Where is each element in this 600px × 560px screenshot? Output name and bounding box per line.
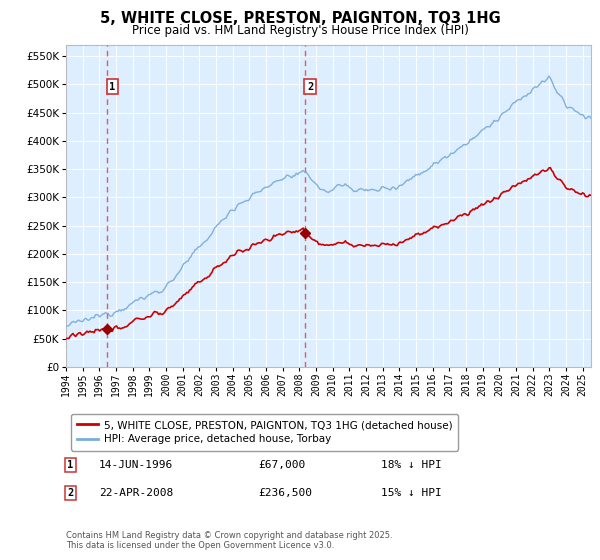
Text: 14-JUN-1996: 14-JUN-1996 [99,460,173,470]
Text: 15% ↓ HPI: 15% ↓ HPI [381,488,442,498]
Text: 2: 2 [67,488,73,498]
Text: 2: 2 [307,82,313,92]
Legend: 5, WHITE CLOSE, PRESTON, PAIGNTON, TQ3 1HG (detached house), HPI: Average price,: 5, WHITE CLOSE, PRESTON, PAIGNTON, TQ3 1… [71,414,458,451]
Text: 1: 1 [67,460,73,470]
Text: £236,500: £236,500 [258,488,312,498]
Text: 22-APR-2008: 22-APR-2008 [99,488,173,498]
Text: 5, WHITE CLOSE, PRESTON, PAIGNTON, TQ3 1HG: 5, WHITE CLOSE, PRESTON, PAIGNTON, TQ3 1… [100,11,500,26]
Text: £67,000: £67,000 [258,460,305,470]
Text: Contains HM Land Registry data © Crown copyright and database right 2025.
This d: Contains HM Land Registry data © Crown c… [66,530,392,550]
Text: Price paid vs. HM Land Registry's House Price Index (HPI): Price paid vs. HM Land Registry's House … [131,24,469,36]
Text: 1: 1 [109,82,116,92]
Text: 18% ↓ HPI: 18% ↓ HPI [381,460,442,470]
